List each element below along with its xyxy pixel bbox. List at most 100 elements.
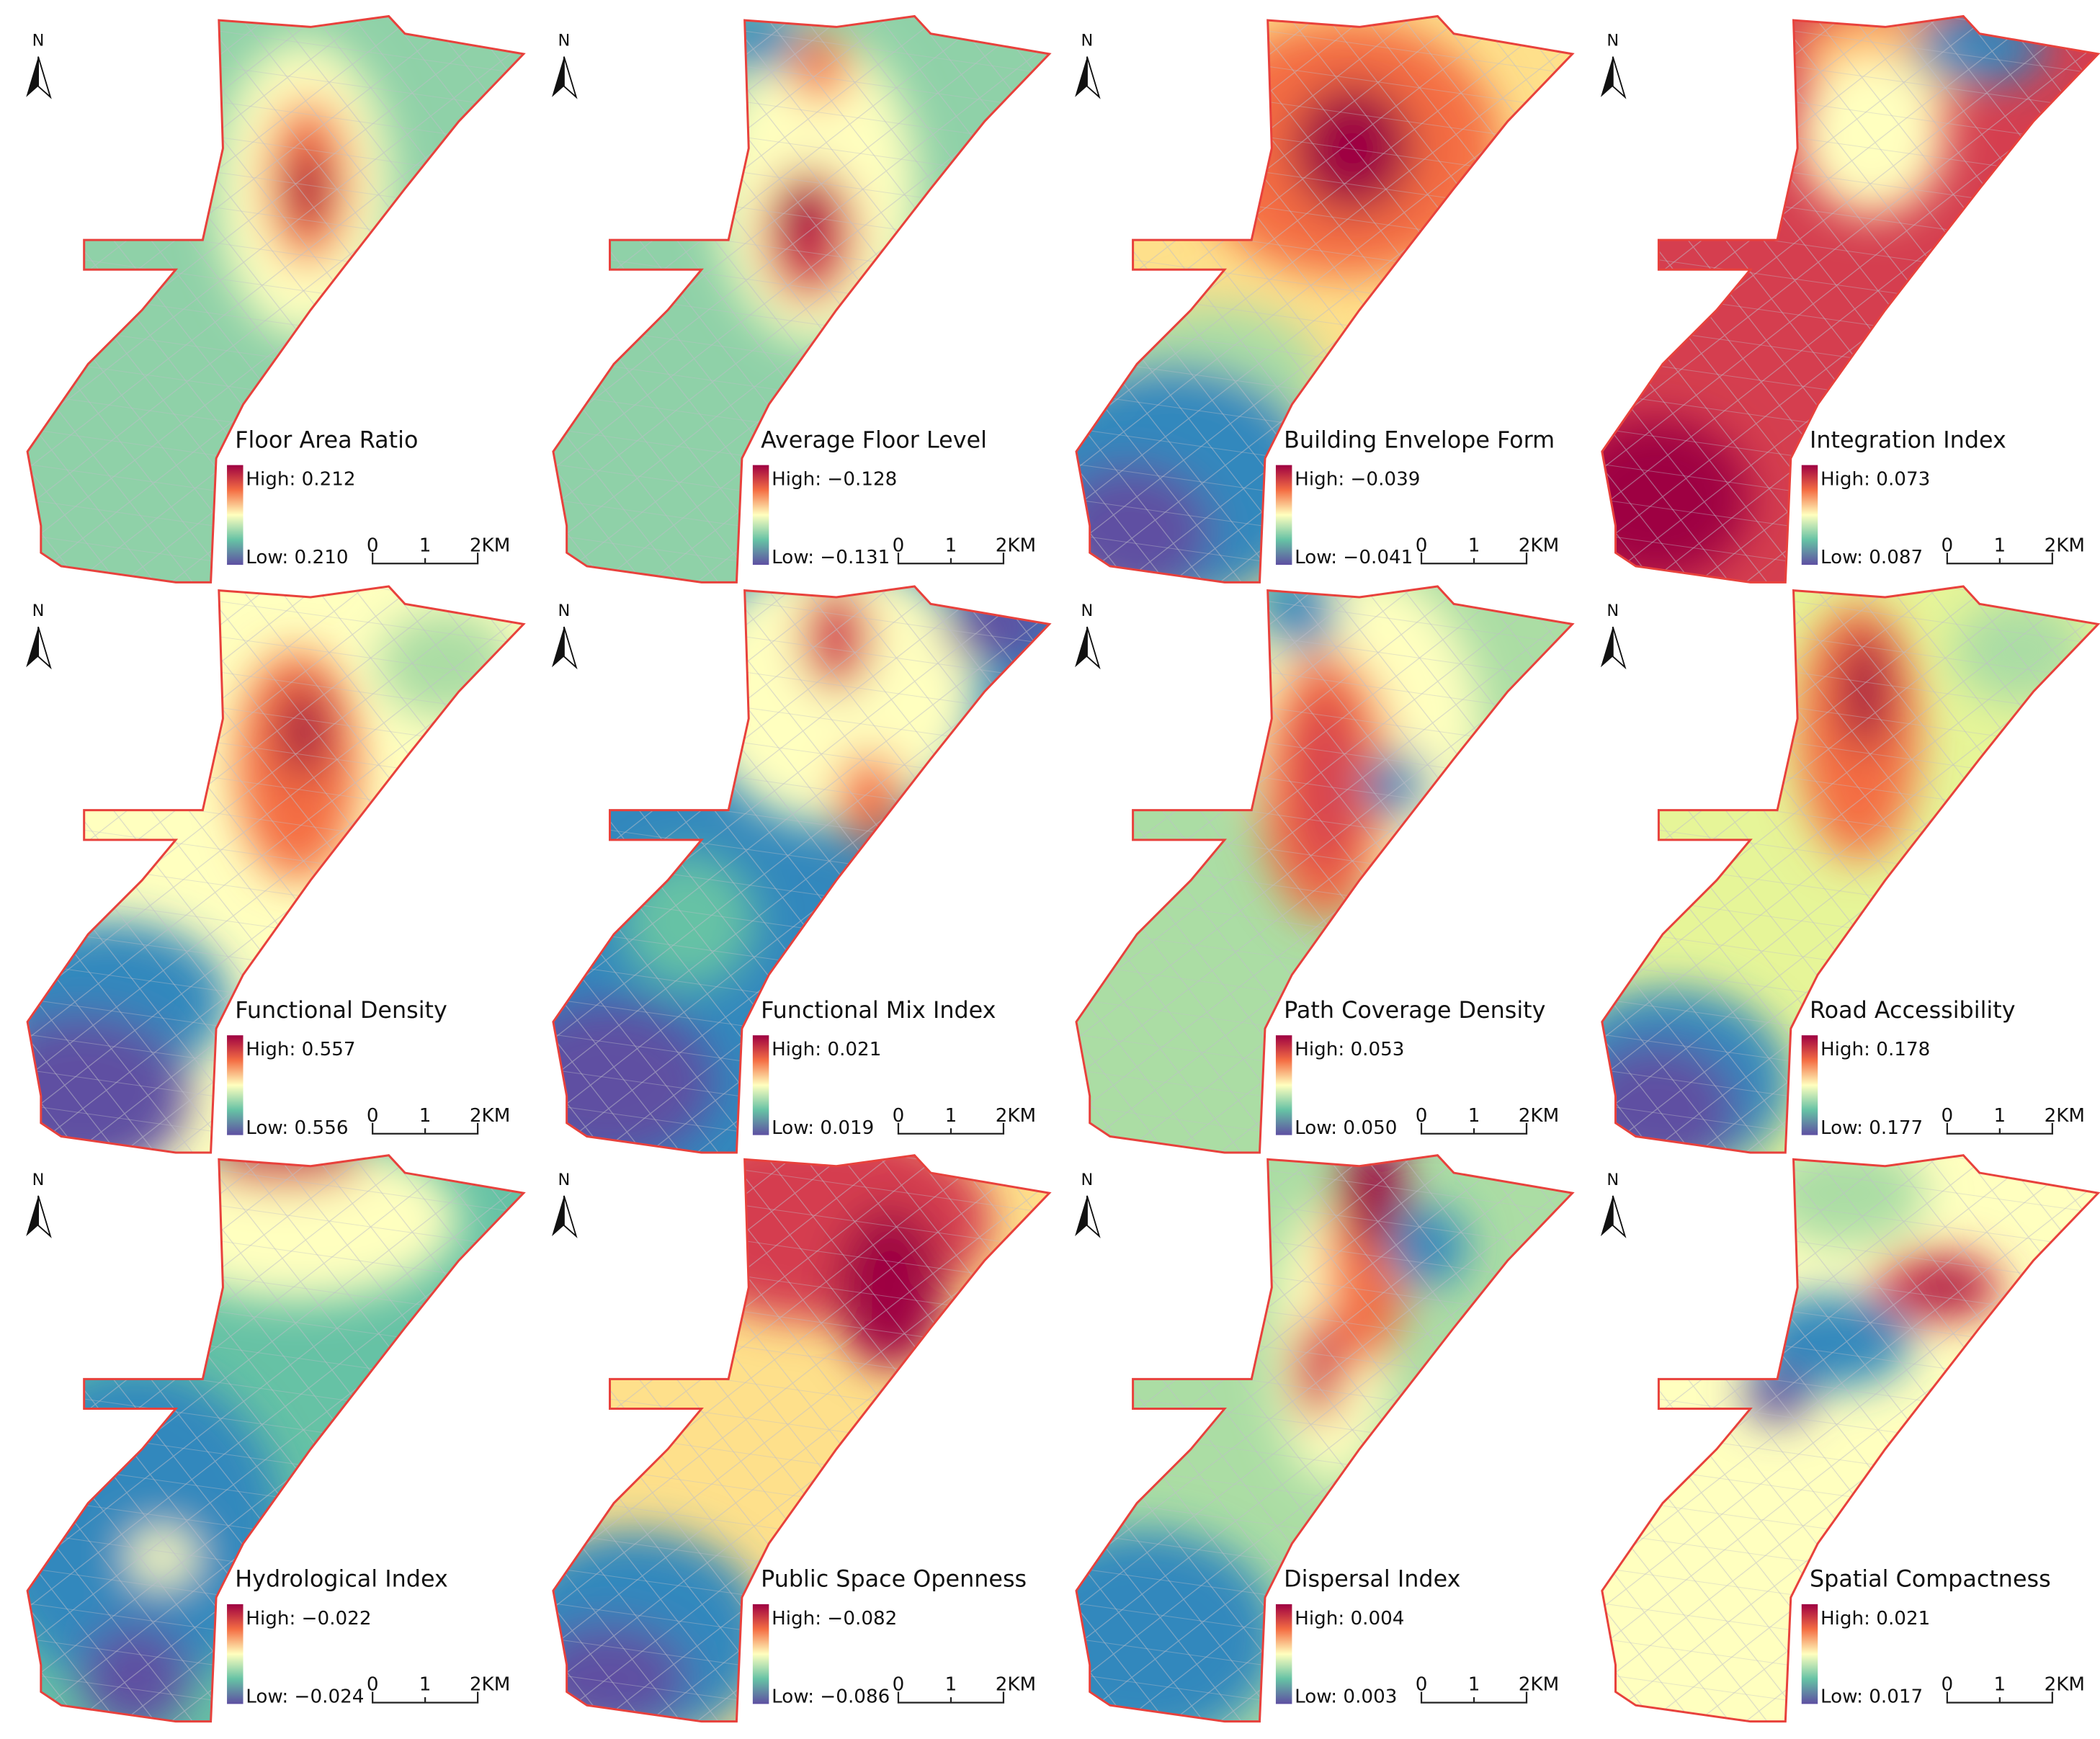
legend-low: Low: 0.556 xyxy=(246,1117,348,1139)
north-arrow xyxy=(1086,626,1101,670)
north-arrow xyxy=(1075,1195,1087,1236)
map-panel: N Functional Mix Index High: 0.021 Low: 0.0… xyxy=(552,585,1052,1154)
legend-low: Low: −0.041 xyxy=(1295,547,1413,568)
map-title: Functional Density xyxy=(235,996,447,1024)
scale-label: 0 xyxy=(1416,1674,1428,1696)
scale-label: 1 xyxy=(1468,535,1480,556)
road-network xyxy=(1076,1155,1573,1722)
scale-bar xyxy=(897,1122,1005,1135)
district-outline xyxy=(1075,14,1575,584)
scale-label: 1 xyxy=(1994,1105,2006,1127)
north-arrow xyxy=(26,1195,39,1236)
district-outline xyxy=(552,585,1052,1154)
map-panel: N Road Accessibility High: 0.178 Low: 0.177… xyxy=(1600,585,2100,1154)
legend-ramp xyxy=(227,1604,243,1704)
heat-surface xyxy=(27,586,524,1153)
legend-high: High: 0.053 xyxy=(1295,1039,1404,1060)
heat-surface xyxy=(27,1155,524,1722)
road-network xyxy=(1076,586,1573,1153)
legend-low: Low: −0.024 xyxy=(246,1686,364,1707)
north-arrow xyxy=(37,626,52,670)
legend-ramp xyxy=(752,1604,769,1704)
map-panel: N Floor Area Ratio High: 0.212 Low: 0.210 0 1… xyxy=(26,14,526,584)
road-network xyxy=(27,586,524,1153)
north-arrow xyxy=(552,1195,564,1236)
scale-label: 0 xyxy=(893,1674,905,1696)
scale-label: 0 xyxy=(893,1105,905,1127)
legend-ramp xyxy=(1801,1604,1818,1704)
road-network xyxy=(1601,1155,2099,1722)
map-title: Integration Index xyxy=(1810,426,2006,453)
north-arrow xyxy=(563,626,578,670)
scale-bar xyxy=(1420,1122,1528,1135)
legend-high: High: −0.039 xyxy=(1295,469,1420,491)
north-label: N xyxy=(32,1171,45,1189)
north-arrow xyxy=(1600,627,1613,668)
legend-low: Low: 0.210 xyxy=(246,547,348,568)
scale-bar xyxy=(372,1122,479,1135)
district-outline xyxy=(552,1154,1052,1723)
legend-high: High: −0.128 xyxy=(772,469,897,491)
scale-label: 2KM xyxy=(2045,535,2085,556)
road-network xyxy=(553,586,1050,1153)
scale-label: 1 xyxy=(945,535,957,556)
legend-ramp xyxy=(1275,465,1292,565)
legend-high: High: 0.021 xyxy=(772,1039,881,1060)
north-arrow xyxy=(1612,1195,1627,1238)
north-label: N xyxy=(32,602,45,620)
north-arrow xyxy=(1075,627,1087,668)
scale-label: 0 xyxy=(1416,535,1428,556)
legend-high: High: 0.178 xyxy=(1820,1039,1930,1060)
north-arrow xyxy=(1086,56,1101,99)
map-title: Functional Mix Index xyxy=(761,996,996,1024)
road-network xyxy=(1601,586,2099,1153)
scale-label: 1 xyxy=(1468,1674,1480,1696)
map-panel: N Average Floor Level High: −0.128 Low: −0.… xyxy=(552,14,1052,584)
scale-label: 0 xyxy=(1942,1674,1954,1696)
north-arrow xyxy=(1600,1195,1613,1236)
legend-low: Low: 0.017 xyxy=(1820,1686,1923,1707)
north-arrow xyxy=(1075,56,1087,97)
map-title: Average Floor Level xyxy=(761,426,987,453)
legend-low: Low: 0.019 xyxy=(772,1117,874,1139)
heat-surface xyxy=(1601,586,2099,1153)
legend-ramp xyxy=(227,465,243,565)
scale-label: 2KM xyxy=(470,535,510,556)
scale-label: 0 xyxy=(1942,1105,1954,1127)
north-label: N xyxy=(558,32,570,50)
map-title: Dispersal Index xyxy=(1284,1565,1460,1593)
legend-ramp xyxy=(1801,465,1818,565)
heat-surface xyxy=(1076,586,1573,1153)
map-panel: N Integration Index High: 0.073 Low: 0.087 0… xyxy=(1600,14,2100,584)
north-label: N xyxy=(1607,32,1619,50)
scale-label: 0 xyxy=(893,535,905,556)
north-arrow xyxy=(37,56,52,99)
scale-label: 2KM xyxy=(996,1674,1036,1696)
heat-surface xyxy=(1601,16,2099,583)
district-outline xyxy=(26,1154,526,1723)
legend-ramp xyxy=(752,1035,769,1135)
scale-label: 1 xyxy=(1468,1105,1480,1127)
road-network xyxy=(27,16,524,583)
north-label: N xyxy=(1081,1171,1094,1189)
scale-label: 1 xyxy=(1994,535,2006,556)
scale-label: 1 xyxy=(419,1674,432,1696)
map-title: Building Envelope Form xyxy=(1284,426,1555,453)
north-arrow xyxy=(1086,1195,1101,1238)
legend-ramp xyxy=(227,1035,243,1135)
scale-label: 0 xyxy=(367,535,379,556)
north-label: N xyxy=(1607,602,1619,620)
scale-label: 0 xyxy=(367,1105,379,1127)
scale-bar xyxy=(1420,553,1528,565)
north-arrow xyxy=(552,627,564,668)
map-panel: N Public Space Openness High: −0.082 Low: −… xyxy=(552,1154,1052,1723)
legend-ramp xyxy=(752,465,769,565)
map-title: Path Coverage Density xyxy=(1284,996,1545,1024)
district-outline xyxy=(1601,14,2100,584)
scale-label: 2KM xyxy=(1519,1105,1559,1127)
legend-low: Low: 0.003 xyxy=(1295,1686,1397,1707)
scale-bar xyxy=(372,553,479,565)
scale-label: 2KM xyxy=(470,1674,510,1696)
